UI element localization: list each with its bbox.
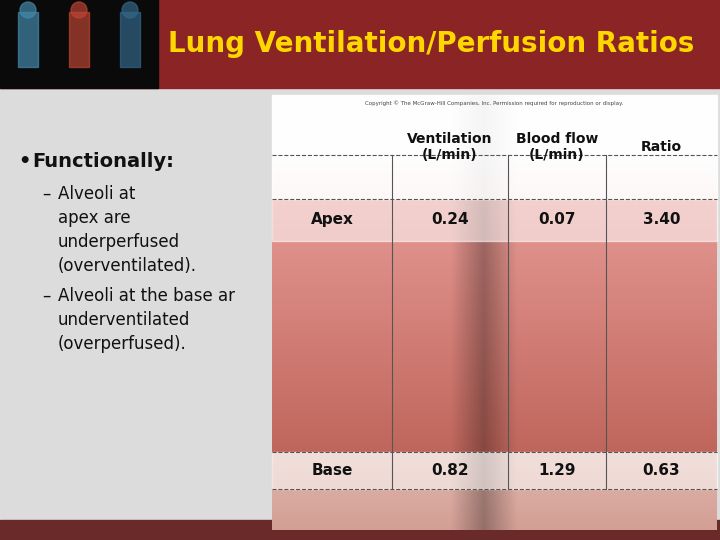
- Text: Blood flow
(L/min): Blood flow (L/min): [516, 132, 598, 162]
- Text: Base: Base: [311, 463, 353, 478]
- Text: –: –: [42, 287, 50, 305]
- Text: Alveoli at the base ar: Alveoli at the base ar: [58, 287, 235, 305]
- Bar: [0, 0, 720, 88]
- Text: •: •: [18, 152, 30, 171]
- Text: 0.24: 0.24: [431, 212, 469, 227]
- Circle shape: [122, 2, 138, 18]
- Text: Alveoli at: Alveoli at: [58, 185, 135, 203]
- Text: underventilated: underventilated: [58, 311, 190, 329]
- Circle shape: [20, 2, 36, 18]
- Text: Ratio: Ratio: [641, 140, 682, 154]
- Text: –: –: [42, 185, 50, 203]
- Text: underperfused: underperfused: [58, 233, 180, 251]
- Text: 0.07: 0.07: [538, 212, 575, 227]
- Bar: [0, 88, 720, 520]
- Text: 0.63: 0.63: [642, 463, 680, 478]
- Text: 1.29: 1.29: [538, 463, 575, 478]
- Bar: [0, 0, 158, 88]
- Text: (overperfused).: (overperfused).: [58, 335, 186, 353]
- Text: 0.82: 0.82: [431, 463, 469, 478]
- Bar: [0, 520, 720, 540]
- Bar: [272, 95, 717, 199]
- Text: Ventilation
(L/min): Ventilation (L/min): [408, 132, 492, 162]
- Bar: [272, 451, 717, 489]
- Text: 3.40: 3.40: [643, 212, 680, 227]
- Circle shape: [71, 2, 87, 18]
- Bar: [18, 12, 38, 67]
- Text: Apex: Apex: [310, 212, 354, 227]
- Text: Functionally:: Functionally:: [32, 152, 174, 171]
- Bar: [272, 199, 717, 240]
- Bar: [69, 12, 89, 67]
- Text: (overventilated).: (overventilated).: [58, 257, 197, 275]
- Text: apex are: apex are: [58, 209, 130, 227]
- Text: Copyright © The McGraw-Hill Companies, Inc. Permission required for reproduction: Copyright © The McGraw-Hill Companies, I…: [365, 100, 624, 106]
- Text: Lung Ventilation/Perfusion Ratios: Lung Ventilation/Perfusion Ratios: [168, 30, 694, 58]
- Bar: [120, 12, 140, 67]
